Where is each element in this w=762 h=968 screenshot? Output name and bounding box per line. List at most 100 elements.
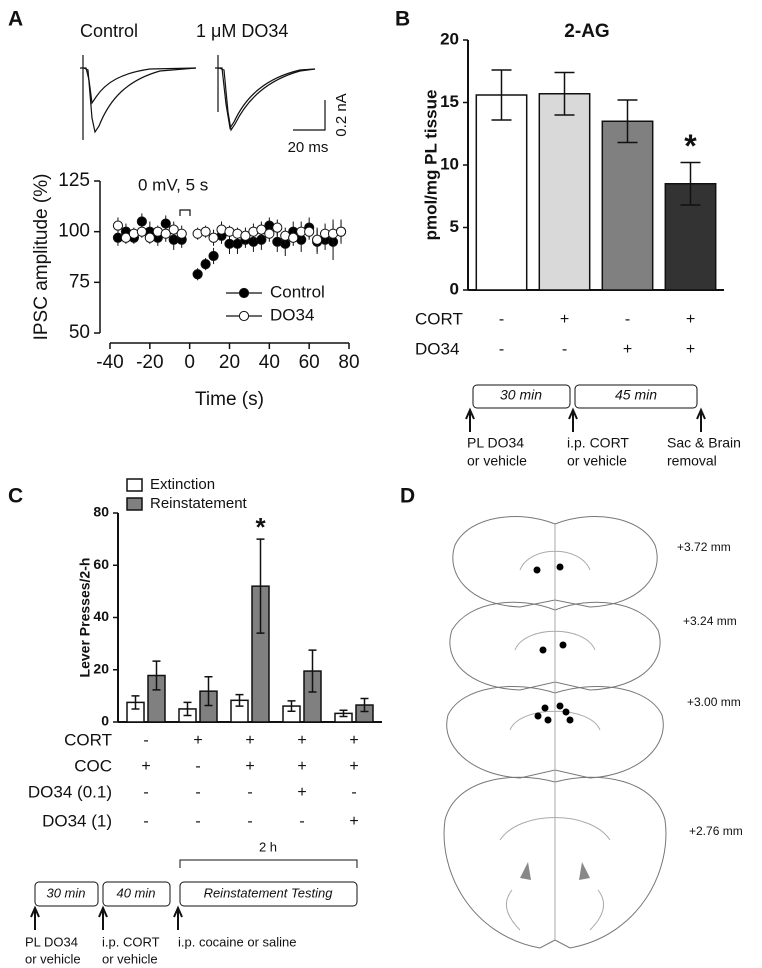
data-point	[176, 228, 187, 239]
row-sign: +	[245, 732, 254, 749]
bar	[475, 94, 528, 291]
data-point	[208, 232, 219, 243]
y-axis-label: IPSC amplitude (%)	[31, 174, 52, 341]
row-sign: +	[623, 341, 632, 358]
cannula-sites	[533, 563, 574, 724]
error-bar	[131, 695, 140, 710]
data-point	[160, 228, 171, 239]
row-sign: +	[141, 758, 150, 775]
row-sign: +	[297, 784, 306, 801]
y-tick-label: 10	[440, 154, 459, 173]
error-bar	[152, 660, 161, 691]
significance-mark: *	[255, 512, 266, 542]
row-sign: -	[562, 341, 567, 358]
panel-label: C	[8, 485, 23, 508]
x-axis-label: Time (s)	[195, 389, 264, 410]
brain-sections	[443, 516, 667, 949]
y-tick-label: 20	[440, 29, 459, 48]
row-sign: -	[247, 813, 252, 830]
data-point	[288, 232, 299, 243]
x-tick-label: -20	[136, 352, 163, 373]
data-point	[312, 234, 323, 245]
row-sign: -	[195, 813, 200, 830]
error-bar	[204, 676, 213, 707]
data-point	[272, 222, 283, 233]
event-label: or vehicle	[467, 453, 527, 469]
x-tick-label: 80	[338, 352, 359, 373]
duration-label: 2 h	[259, 839, 277, 854]
event-label: removal	[667, 453, 717, 469]
event-label: i.p. CORT	[567, 435, 629, 451]
data-point	[304, 226, 315, 237]
row-sign: +	[297, 732, 306, 749]
significance-mark: *	[684, 128, 697, 164]
row-sign: -	[247, 784, 252, 801]
interval-label: 30 min	[500, 387, 542, 403]
event-label: Sac & Brain	[667, 435, 741, 451]
data-point	[200, 258, 211, 270]
data-point	[208, 250, 219, 262]
error-bar	[308, 649, 317, 693]
row-sign: -	[143, 732, 148, 749]
error-bar	[554, 71, 575, 116]
interval-label: 40 min	[116, 885, 155, 900]
event-label: PL DO34	[25, 934, 78, 949]
row-sign: -	[351, 784, 356, 801]
scale-label: 0.2 nA	[333, 93, 350, 136]
error-bar	[617, 99, 638, 144]
row-label: DO34 (1)	[42, 811, 112, 830]
row-label: CORT	[415, 309, 463, 328]
event-label: i.p. cocaine or saline	[178, 934, 297, 949]
error-bar	[183, 701, 192, 717]
row-sign: +	[245, 758, 254, 775]
y-tick-label: 100	[58, 221, 90, 242]
legend-label: Reinstatement	[150, 495, 248, 512]
row-sign: -	[195, 758, 200, 775]
error-bar	[287, 700, 296, 713]
panel-label: A	[8, 8, 23, 31]
section-level: +3.72 mm	[677, 540, 731, 554]
error-bar	[256, 538, 265, 634]
error-bar	[235, 693, 244, 707]
event-label: i.p. CORT	[102, 934, 160, 949]
panel-label: B	[395, 8, 410, 31]
y-tick-label: 75	[69, 271, 90, 292]
bar	[601, 120, 654, 291]
data-point	[335, 226, 347, 237]
interval-label: 30 min	[46, 885, 85, 900]
legend-label: Control	[270, 282, 325, 301]
condition-label: 1 μM DO34	[196, 21, 288, 41]
data-point	[136, 226, 147, 237]
legend-marker	[238, 310, 250, 322]
y-tick-label: 5	[450, 217, 459, 236]
scale-label: 20 ms	[288, 139, 329, 156]
row-sign: +	[349, 732, 358, 749]
data-point	[120, 232, 132, 243]
y-tick-label: 125	[58, 170, 90, 191]
y-axis-label: pmol/mg PL tissue	[421, 90, 440, 241]
section-level: +3.00 mm	[687, 695, 741, 709]
error-bar	[339, 709, 348, 718]
interval-label: 45 min	[615, 387, 657, 403]
data-point	[136, 216, 147, 227]
y-tick-label: 60	[93, 556, 109, 572]
legend-swatch	[126, 497, 143, 511]
x-tick-label: -40	[96, 352, 123, 373]
traces	[80, 55, 326, 140]
row-sign: -	[143, 784, 148, 801]
y-axis-label: Lever Presses/2-h	[77, 558, 93, 678]
row-sign: -	[195, 784, 200, 801]
y-tick-label: 50	[69, 322, 90, 343]
timeline-c-shapes	[30, 859, 358, 930]
stim-step	[179, 209, 191, 216]
annotation: 0 mV, 5 s	[138, 175, 208, 194]
section-level: +2.76 mm	[689, 824, 743, 838]
legend-label: DO34	[270, 305, 314, 324]
chart-title: 2-AG	[564, 21, 609, 42]
row-sign: +	[349, 758, 358, 775]
data-point	[200, 226, 211, 237]
row-sign: +	[297, 758, 306, 775]
timeline-b-shapes	[465, 384, 706, 432]
y-tick-label: 0	[450, 279, 459, 298]
